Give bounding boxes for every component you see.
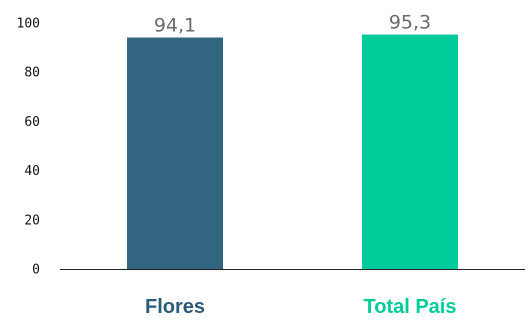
bars bbox=[127, 34, 458, 270]
y-tick-label-40: 40 bbox=[24, 164, 40, 179]
y-tick-label-80: 80 bbox=[24, 66, 40, 81]
bar-flores bbox=[127, 37, 223, 269]
y-tick-label-0: 0 bbox=[32, 263, 40, 278]
x-axis-category-labels: Flores Total País bbox=[145, 296, 457, 318]
data-label-flores: 94,1 bbox=[154, 15, 196, 37]
data-label-total-pa-s: 95,3 bbox=[389, 12, 431, 34]
y-tick-label-20: 20 bbox=[24, 213, 40, 228]
y-tick-label-100: 100 bbox=[17, 17, 40, 32]
category-label-total-pa-s: Total País bbox=[364, 296, 457, 318]
bar-total-pa-s bbox=[362, 34, 458, 270]
category-label-flores: Flores bbox=[145, 296, 205, 318]
y-tick-label-60: 60 bbox=[24, 115, 40, 130]
data-labels: 94,1 95,3 bbox=[154, 12, 431, 37]
y-axis: 0 20 40 60 80 100 bbox=[17, 17, 40, 278]
